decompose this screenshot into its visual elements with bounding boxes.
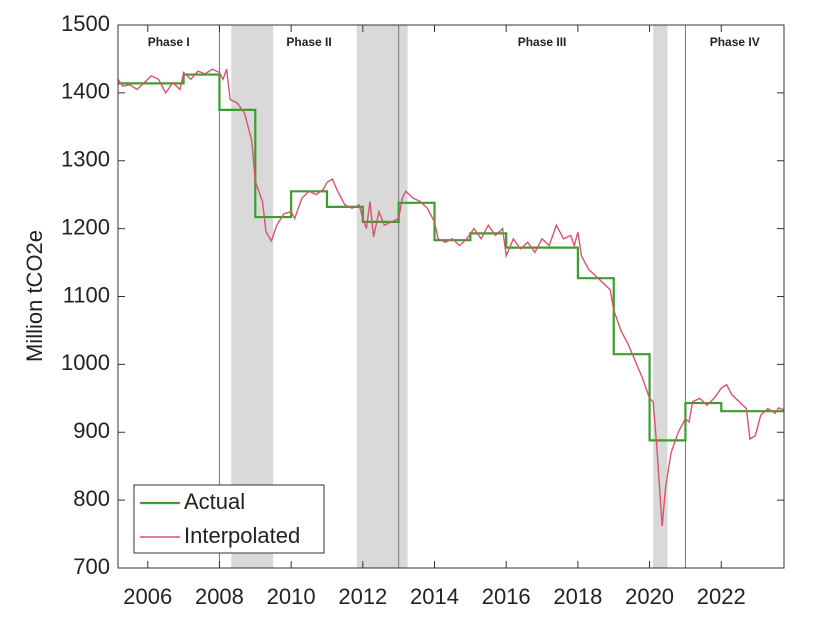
x-tick-label: 2014 <box>410 584 459 609</box>
axes: 700 800 900 1000 1100 1200 1300 1400 1500 2006 200… <box>61 11 785 609</box>
phase-label: Phase II <box>286 35 331 49</box>
y-tick-label: 1500 <box>61 11 110 36</box>
legend: Actual Interpolated <box>133 484 325 554</box>
y-tick-label: 1400 <box>61 79 110 104</box>
y-tick-label: 1100 <box>63 282 110 307</box>
y-tick-label: 1300 <box>61 147 110 172</box>
x-tick-label: 2022 <box>697 584 746 609</box>
phase-label: Phase IV <box>710 35 760 49</box>
legend-box <box>133 484 325 554</box>
x-tick-label: 2008 <box>195 584 244 609</box>
x-tick-label: 2020 <box>625 584 674 609</box>
phase-label: Phase I <box>148 35 190 49</box>
y-tick-label: 1200 <box>61 214 110 239</box>
legend-label: Actual <box>184 489 245 514</box>
shaded-region <box>356 25 408 568</box>
x-tick-label: 2010 <box>267 584 316 609</box>
y-axis-label: Million tCO2e <box>22 230 47 362</box>
data-line <box>118 68 784 526</box>
y-tick-label: 800 <box>73 486 110 511</box>
x-tick-label: 2018 <box>553 584 602 609</box>
y-tick-label: 1000 <box>61 350 110 375</box>
y-tick-label: 900 <box>73 418 110 443</box>
plot-area <box>118 68 784 526</box>
x-tick-label: 2016 <box>482 584 531 609</box>
data-line <box>118 73 784 442</box>
shaded-regions: Phase I Phase II Phase III Phase IV <box>148 25 760 568</box>
phase-label: Phase III <box>518 35 567 49</box>
shaded-region <box>231 25 274 568</box>
shaded-region <box>653 25 668 568</box>
legend-label: Interpolated <box>184 523 300 548</box>
x-tick-label: 2006 <box>123 584 172 609</box>
x-tick-label: 2012 <box>338 584 387 609</box>
y-tick-label: 700 <box>73 554 110 579</box>
